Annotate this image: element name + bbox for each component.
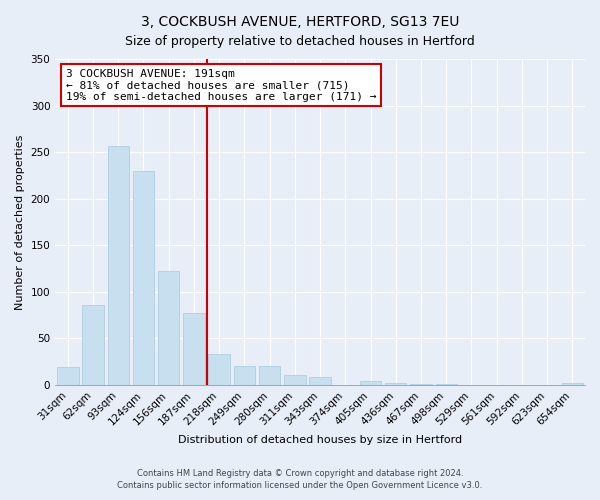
Bar	[57, 368, 79, 385]
Y-axis label: Number of detached properties: Number of detached properties	[15, 134, 25, 310]
Bar	[310, 376, 331, 385]
Bar	[233, 366, 255, 385]
Bar	[436, 384, 457, 385]
Bar	[410, 384, 432, 385]
Text: 3, COCKBUSH AVENUE, HERTFORD, SG13 7EU: 3, COCKBUSH AVENUE, HERTFORD, SG13 7EU	[141, 15, 459, 29]
Bar	[158, 272, 179, 385]
Bar	[385, 383, 406, 385]
Bar	[183, 313, 205, 385]
Bar	[360, 381, 381, 385]
Text: 3 COCKBUSH AVENUE: 191sqm
← 81% of detached houses are smaller (715)
19% of semi: 3 COCKBUSH AVENUE: 191sqm ← 81% of detac…	[66, 69, 376, 102]
Bar	[284, 374, 305, 385]
Bar	[133, 171, 154, 385]
Bar	[562, 383, 583, 385]
Text: Size of property relative to detached houses in Hertford: Size of property relative to detached ho…	[125, 35, 475, 48]
Bar	[208, 354, 230, 385]
X-axis label: Distribution of detached houses by size in Hertford: Distribution of detached houses by size …	[178, 435, 462, 445]
Bar	[259, 366, 280, 385]
Bar	[107, 146, 129, 385]
Text: Contains HM Land Registry data © Crown copyright and database right 2024.
Contai: Contains HM Land Registry data © Crown c…	[118, 468, 482, 490]
Bar	[82, 305, 104, 385]
